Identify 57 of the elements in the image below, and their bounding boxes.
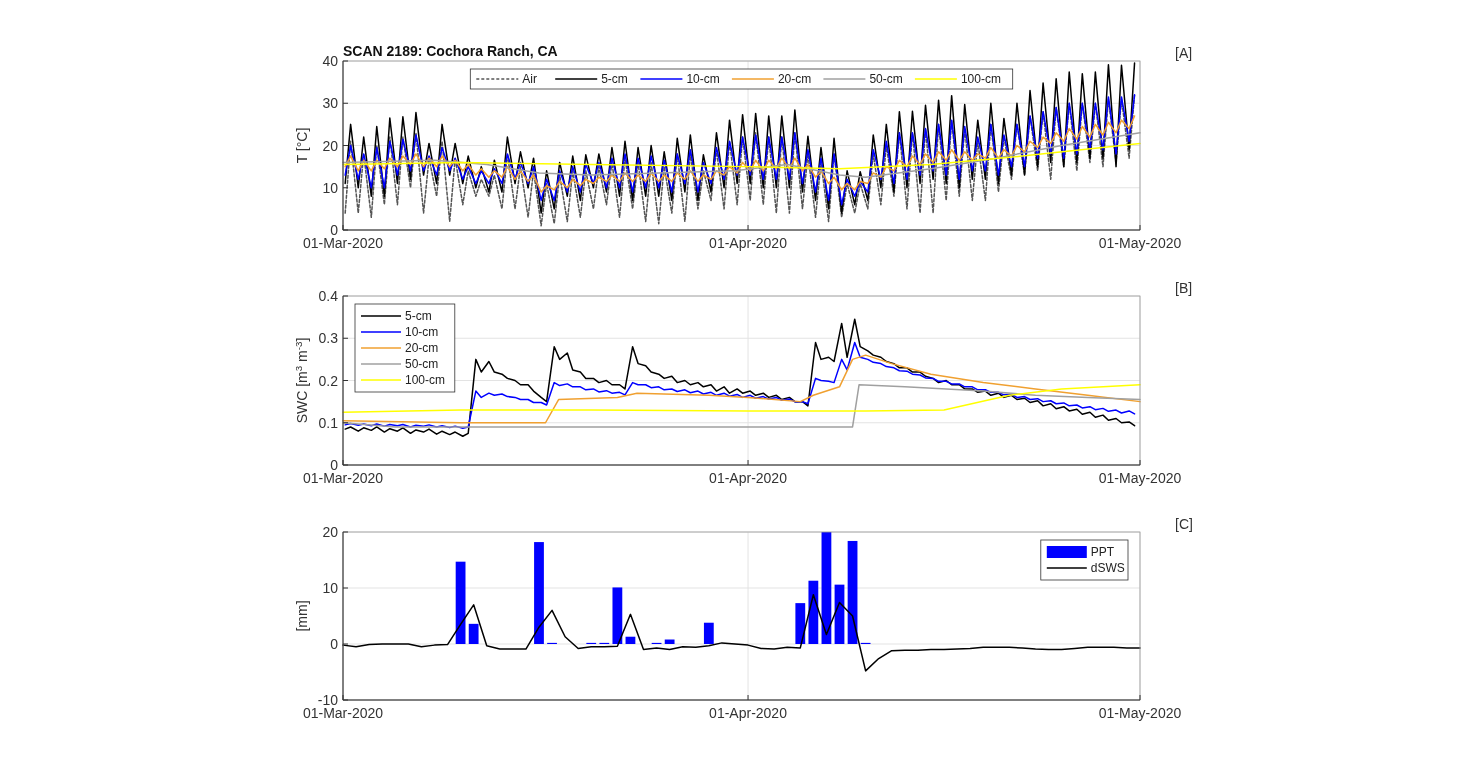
bar bbox=[664, 639, 675, 644]
x-tick-label: 01-Apr-2020 bbox=[709, 235, 788, 251]
bar bbox=[703, 622, 714, 644]
bar bbox=[795, 603, 806, 644]
line-series bbox=[344, 94, 1136, 206]
x-tick-label: 01-Apr-2020 bbox=[709, 470, 788, 486]
text: [C] bbox=[1175, 516, 1193, 532]
x-tick-label: 01-May-2020 bbox=[1098, 705, 1182, 721]
legend-label: 5-cm bbox=[601, 72, 628, 86]
legend-label: PPT bbox=[1090, 545, 1115, 559]
y-axis-title: T [°C] bbox=[294, 127, 310, 164]
text: [B] bbox=[1175, 280, 1193, 296]
y-tick-label: 0.1 bbox=[318, 414, 339, 431]
y-tick-label: -10 bbox=[317, 692, 339, 708]
y-tick-label: 0.3 bbox=[318, 330, 339, 347]
legend-label: 20-cm bbox=[777, 72, 812, 86]
x-tick-label: 01-Mar-2020 bbox=[302, 235, 384, 251]
bar bbox=[534, 542, 544, 644]
x-tick-label: 01-Mar-2020 bbox=[302, 470, 384, 486]
y-axis-title: [mm] bbox=[294, 600, 310, 632]
y-tick-label: 40 bbox=[322, 53, 339, 69]
chart-title: SCAN 2189: Cochora Ranch, CA bbox=[343, 43, 558, 59]
y-tick-label: 30 bbox=[322, 95, 339, 112]
line-series bbox=[344, 318, 1136, 438]
legend-label: dSWS bbox=[1090, 561, 1125, 575]
y-tick-label: 20 bbox=[322, 524, 339, 540]
legend-label: 10-cm bbox=[405, 325, 439, 339]
y-tick-label: 0.2 bbox=[318, 372, 339, 389]
line-series bbox=[342, 354, 1141, 424]
legend-label: 10-cm bbox=[686, 72, 720, 86]
y-tick-label: 10 bbox=[322, 179, 339, 196]
line-series bbox=[342, 383, 1141, 413]
legend-label: 100-cm bbox=[405, 373, 446, 387]
legend-label: 100-cm bbox=[960, 72, 1001, 86]
legend-label: Air bbox=[522, 72, 537, 86]
y-tick-label: 0 bbox=[330, 457, 339, 473]
line-series bbox=[342, 593, 1141, 672]
x-tick-label: 01-May-2020 bbox=[1098, 235, 1182, 251]
x-tick-label: 01-Apr-2020 bbox=[709, 705, 788, 721]
y-tick-label: 10 bbox=[322, 580, 339, 596]
y-tick-label: 0 bbox=[330, 636, 339, 652]
text: [A] bbox=[1175, 45, 1193, 61]
bar bbox=[808, 580, 819, 644]
legend-label: 20-cm bbox=[405, 341, 439, 355]
legend-label: 50-cm bbox=[869, 72, 903, 86]
x-tick-label: 01-Mar-2020 bbox=[302, 705, 384, 721]
legend-label: 5-cm bbox=[405, 309, 432, 323]
legend-label: 50-cm bbox=[405, 357, 439, 371]
line-series bbox=[344, 115, 1136, 193]
bar bbox=[612, 587, 623, 644]
y-tick-label: 20 bbox=[322, 137, 339, 154]
line-series bbox=[342, 142, 1141, 170]
bar bbox=[468, 623, 479, 644]
y-tick-label: 0 bbox=[330, 222, 339, 238]
x-tick-label: 01-May-2020 bbox=[1098, 470, 1182, 486]
line-series bbox=[344, 341, 1136, 429]
y-tick-label: 0.4 bbox=[318, 288, 339, 304]
